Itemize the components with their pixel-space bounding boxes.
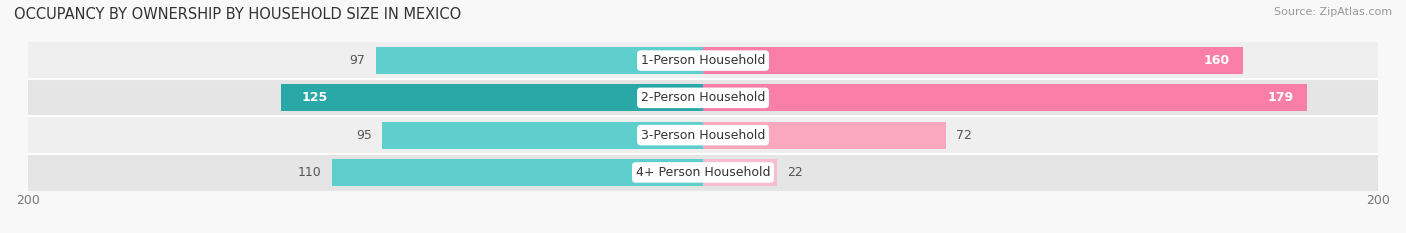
Bar [375,47,703,74]
Text: 1-Person Household: 1-Person Household [641,54,765,67]
Bar [703,122,946,149]
Text: 160: 160 [1204,54,1229,67]
Bar [703,47,1243,74]
Text: 179: 179 [1267,91,1294,104]
Text: 125: 125 [301,91,328,104]
Bar [703,159,778,186]
Text: 4+ Person Household: 4+ Person Household [636,166,770,179]
Bar [703,84,1308,111]
Bar [28,79,1378,116]
Text: 22: 22 [787,166,803,179]
Bar [28,116,1378,154]
Bar [382,122,703,149]
Text: 2-Person Household: 2-Person Household [641,91,765,104]
Text: 72: 72 [956,129,972,142]
Text: 95: 95 [357,129,373,142]
Bar [28,42,1378,79]
Text: 3-Person Household: 3-Person Household [641,129,765,142]
Text: Source: ZipAtlas.com: Source: ZipAtlas.com [1274,7,1392,17]
Text: OCCUPANCY BY OWNERSHIP BY HOUSEHOLD SIZE IN MEXICO: OCCUPANCY BY OWNERSHIP BY HOUSEHOLD SIZE… [14,7,461,22]
Text: 97: 97 [350,54,366,67]
Text: 110: 110 [298,166,322,179]
Bar [28,154,1378,191]
Bar [332,159,703,186]
Bar [281,84,703,111]
